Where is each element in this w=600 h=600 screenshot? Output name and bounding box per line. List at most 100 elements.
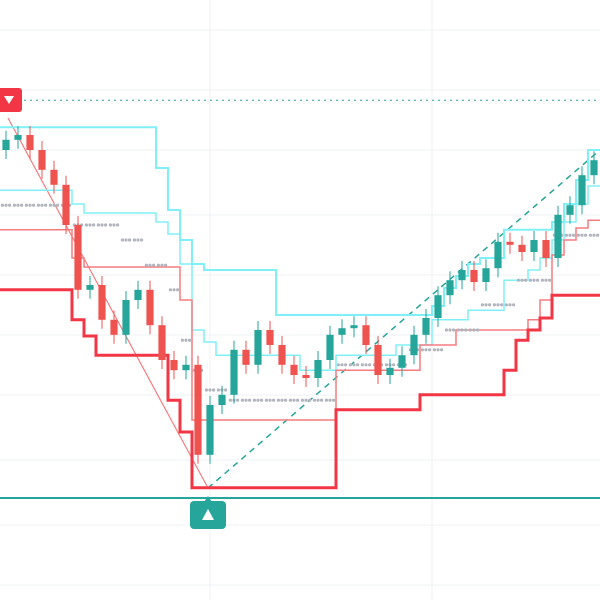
candle-body — [470, 270, 478, 282]
candle-body — [194, 364, 202, 455]
dot — [360, 363, 364, 367]
candle-body — [38, 150, 46, 170]
dot — [304, 398, 308, 402]
dot — [120, 238, 124, 242]
band-line — [0, 288, 600, 490]
dot — [180, 338, 184, 342]
dot — [204, 388, 208, 392]
dot — [244, 398, 248, 402]
dot — [288, 398, 292, 402]
band-line — [0, 126, 600, 316]
candle-body — [98, 285, 106, 320]
dot — [472, 328, 476, 332]
dot — [212, 388, 216, 392]
candle-body — [26, 135, 34, 150]
dot — [184, 338, 188, 342]
dot — [440, 348, 444, 352]
candle-body — [494, 241, 502, 269]
dot — [160, 263, 164, 267]
dot — [536, 278, 540, 282]
dot — [520, 278, 524, 282]
dot — [328, 398, 332, 402]
dot — [324, 398, 328, 402]
dot — [344, 363, 348, 367]
dot — [572, 233, 576, 237]
dot — [340, 363, 344, 367]
dot — [208, 388, 212, 392]
candle-body — [50, 169, 58, 185]
dot — [20, 203, 24, 207]
candle-body — [302, 375, 310, 378]
dot — [576, 233, 581, 237]
dot — [92, 223, 96, 227]
candle-body — [362, 325, 370, 345]
candle-body — [326, 334, 334, 360]
dot — [296, 398, 300, 402]
dot — [140, 238, 144, 242]
candle-body — [290, 364, 298, 375]
candle-body — [122, 300, 130, 335]
dot — [44, 203, 48, 207]
dot — [216, 388, 220, 392]
dot — [488, 303, 492, 307]
dot — [448, 328, 452, 332]
dot — [248, 398, 252, 402]
dot — [464, 328, 468, 332]
dot — [480, 303, 484, 307]
dot — [228, 398, 232, 402]
dot — [384, 363, 388, 367]
trend-line — [7, 117, 209, 489]
dot — [540, 278, 545, 282]
dot — [168, 288, 172, 292]
dot — [236, 398, 240, 402]
candle-body — [170, 360, 178, 371]
dot — [528, 278, 533, 282]
dot — [116, 223, 120, 227]
dot — [156, 263, 160, 267]
dot — [424, 348, 428, 352]
dot — [40, 203, 44, 207]
dot — [56, 203, 60, 207]
dot — [112, 223, 116, 227]
dot — [332, 398, 336, 402]
dot — [240, 398, 244, 402]
dot — [336, 363, 340, 367]
dot — [516, 278, 521, 282]
dot — [432, 348, 436, 352]
candle-body — [482, 268, 490, 282]
dot — [188, 338, 192, 342]
candle-body — [134, 289, 142, 300]
dot — [164, 263, 168, 267]
dot — [224, 388, 228, 392]
dot — [580, 233, 584, 237]
candle-body — [398, 355, 406, 368]
dot — [84, 223, 88, 227]
dot — [8, 203, 12, 207]
candle-body — [266, 330, 274, 345]
candle-body — [458, 270, 466, 281]
dot — [280, 398, 284, 402]
candle-body — [182, 364, 190, 371]
candle-body — [374, 345, 382, 375]
dot — [284, 398, 288, 402]
band-line — [0, 185, 600, 371]
dot — [268, 398, 272, 402]
candle-body — [86, 285, 94, 290]
dot — [144, 263, 148, 267]
candle-body — [506, 241, 514, 245]
dot — [588, 233, 593, 237]
dot — [256, 398, 260, 402]
dot — [452, 328, 456, 332]
candle-body — [2, 139, 10, 150]
candle-body — [578, 175, 586, 206]
dot — [136, 238, 140, 242]
dot — [260, 398, 264, 402]
candle-body — [206, 405, 214, 455]
candle-body — [386, 367, 394, 375]
candle-body — [338, 328, 346, 335]
dot — [548, 278, 552, 282]
dot — [272, 398, 276, 402]
dot — [88, 223, 92, 227]
dot — [476, 328, 480, 332]
